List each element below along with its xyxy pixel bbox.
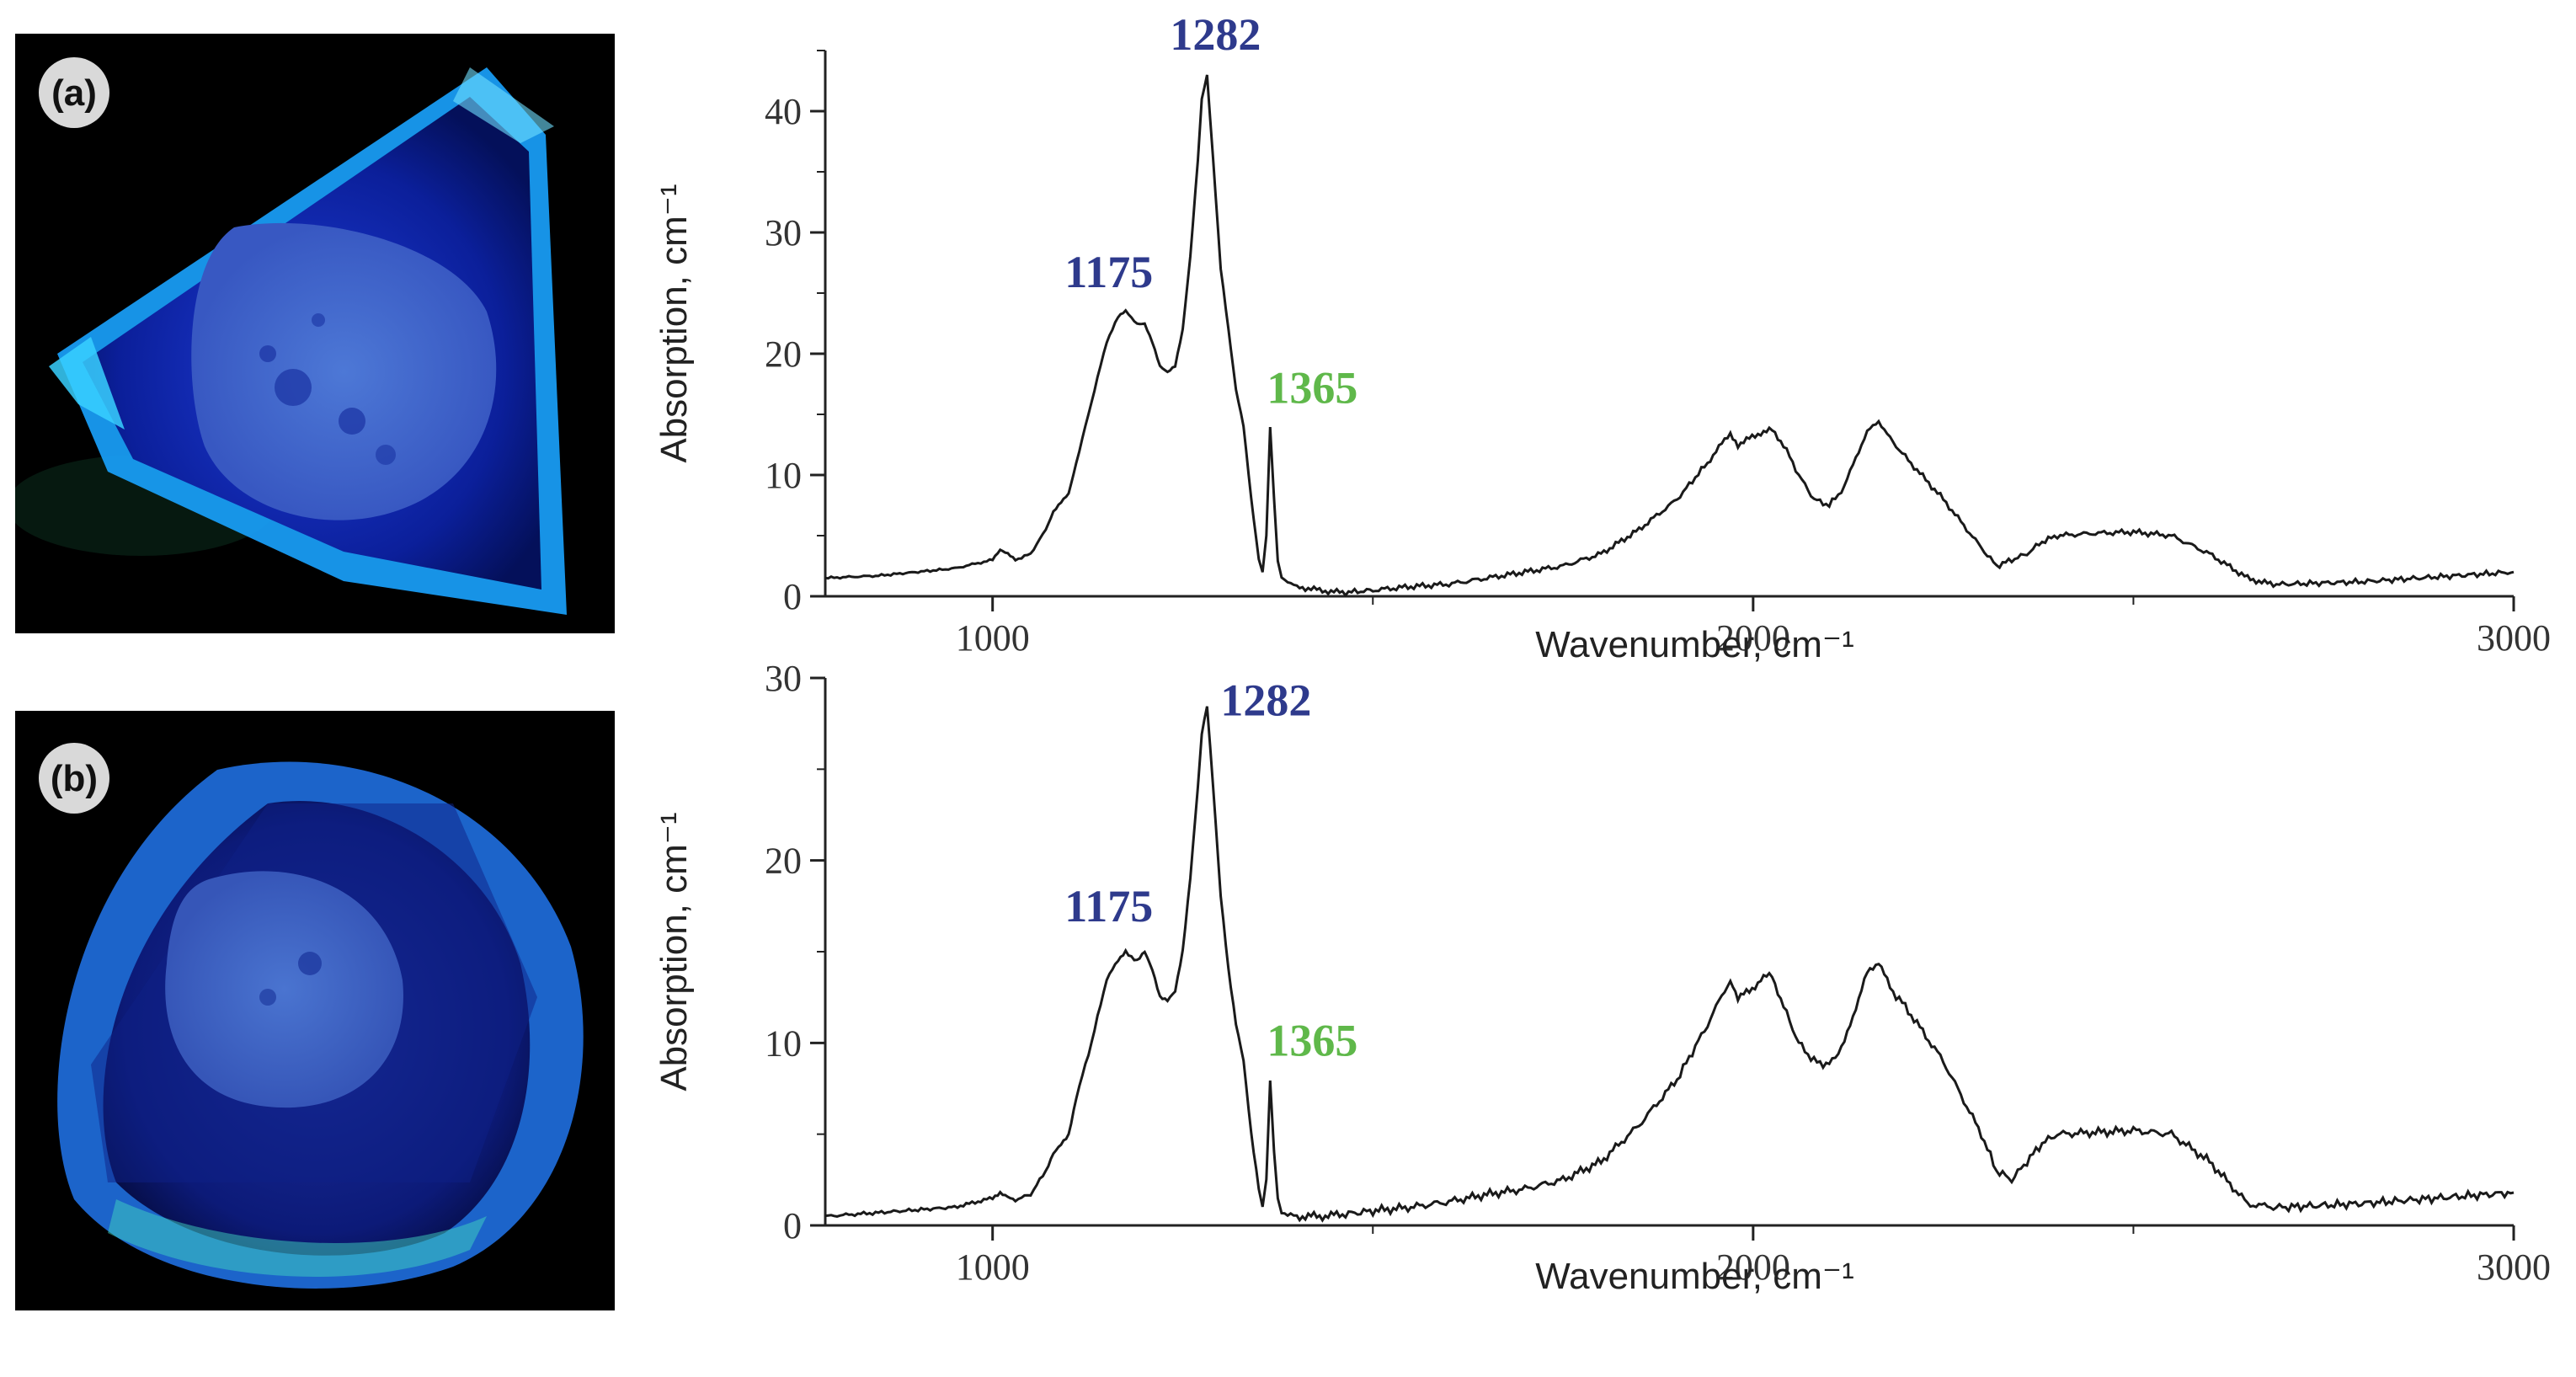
x-tick-label-a-2: 3000 <box>2477 617 2551 659</box>
crystal-photo-a: (a) <box>15 34 615 633</box>
crystal-photo-b: (b) <box>15 711 615 1310</box>
y-axis-label-a: Absorption, cm⁻¹ <box>653 184 695 462</box>
y-tick-label-b-0: 0 <box>783 1205 802 1246</box>
x-axis-label-a: Wavenumber, cm⁻¹ <box>1535 624 1854 665</box>
y-tick-label-b-3: 30 <box>765 658 802 699</box>
y-tick-label-b-2: 20 <box>765 841 802 882</box>
y-tick-label-a-2: 20 <box>765 334 802 375</box>
panel-badge-b <box>39 743 109 814</box>
peak-label-b-0: 1175 <box>1064 881 1153 931</box>
peak-label-b-1: 1282 <box>1220 675 1311 726</box>
x-tick-label-b-0: 1000 <box>956 1246 1030 1288</box>
y-tick-label-a-3: 30 <box>765 212 802 254</box>
chart-b: 0 10 20 30 1000 2000 3000 Wavenumber, cm⁻¹ Absor… <box>653 658 2551 1297</box>
chart-a: 0 10 20 30 40 1000 2000 3000 Wavenumber, cm⁻¹ Abs… <box>653 9 2551 665</box>
peak-label-a-0: 1175 <box>1064 247 1153 297</box>
y-tick-label-a-1: 10 <box>765 455 802 496</box>
x-tick-label-a-1: 2000 <box>1716 617 1790 659</box>
y-tick-label-a-0: 0 <box>783 576 802 617</box>
crystal-image-a: (a) <box>15 34 615 633</box>
y-tick-label-b-1: 10 <box>765 1022 802 1064</box>
x-axis-label-b: Wavenumber, cm⁻¹ <box>1535 1256 1854 1297</box>
peak-label-b-2: 1365 <box>1267 1016 1357 1066</box>
peak-label-a-2: 1365 <box>1267 362 1357 413</box>
y-tick-label-a-4: 40 <box>765 91 802 132</box>
panel-label-a: (a) <box>51 72 97 114</box>
x-tick-label-b-2: 3000 <box>2477 1246 2551 1288</box>
x-tick-label-b-1: 2000 <box>1716 1246 1790 1288</box>
x-tick-label-a-0: 1000 <box>956 617 1030 659</box>
peak-label-a-1: 1282 <box>1170 9 1261 60</box>
spectrum-line-a-0 <box>824 74 2515 598</box>
spectrum-line-b-0 <box>824 706 2515 1223</box>
y-axis-label-b: Absorption, cm⁻¹ <box>653 812 695 1091</box>
crystal-image-b: (b) <box>15 711 615 1310</box>
panel-label-b: (b) <box>51 758 98 799</box>
panel-badge-a <box>39 57 109 128</box>
